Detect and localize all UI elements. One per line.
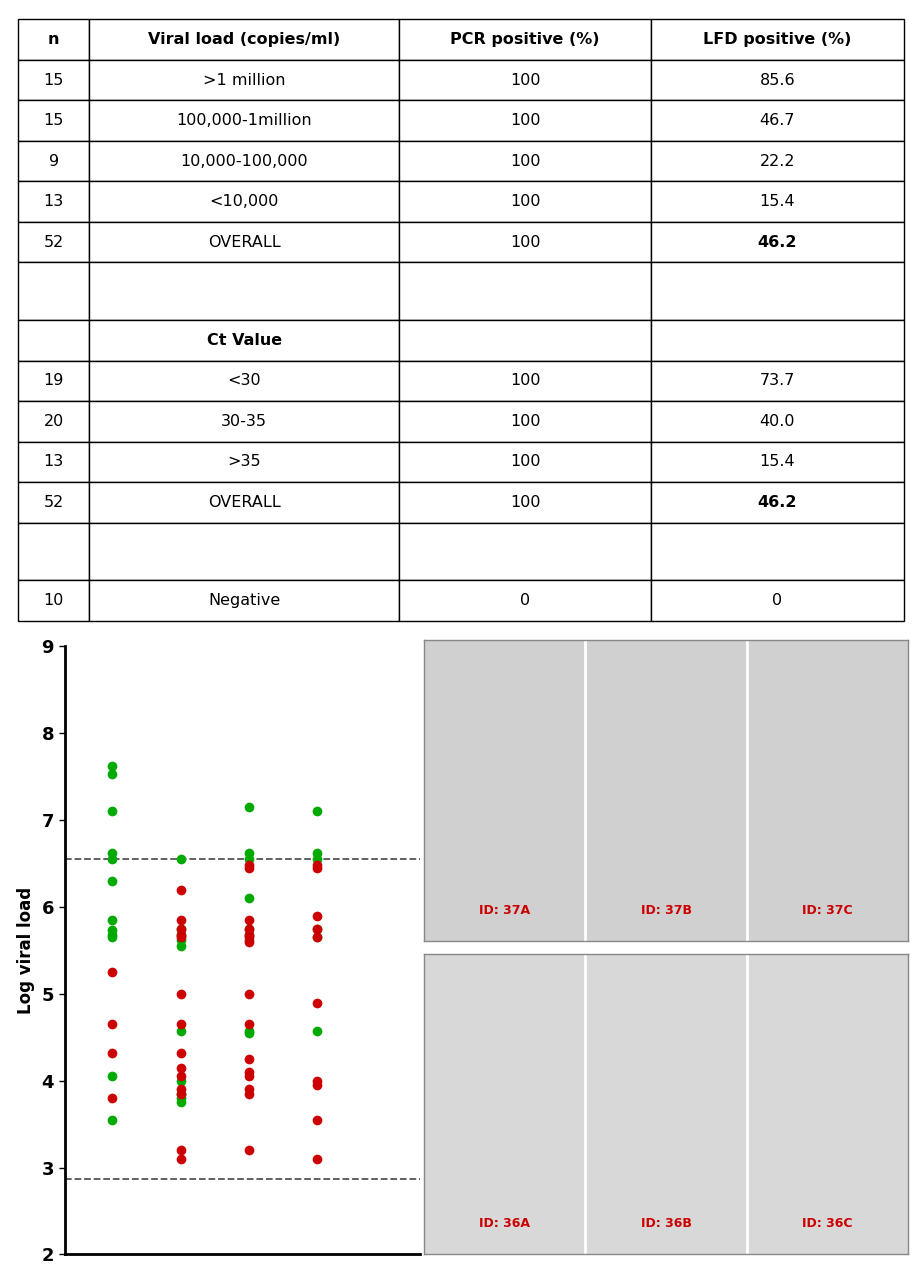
Text: 95% confidence
interval (LFD): 95% confidence interval (LFD): [431, 845, 538, 873]
Text: ID: 37A: ID: 37A: [479, 904, 530, 916]
Y-axis label: Log viral load: Log viral load: [17, 887, 34, 1014]
Text: ID: 36A: ID: 36A: [479, 1217, 530, 1230]
Text: 95% confidence
interval (PCR): 95% confidence interval (PCR): [431, 1221, 538, 1249]
Text: ID: 37B: ID: 37B: [641, 904, 692, 916]
Text: ID: 36B: ID: 36B: [641, 1217, 692, 1230]
Text: ID: 37C: ID: 37C: [802, 904, 853, 916]
Text: ID: 36C: ID: 36C: [802, 1217, 853, 1230]
